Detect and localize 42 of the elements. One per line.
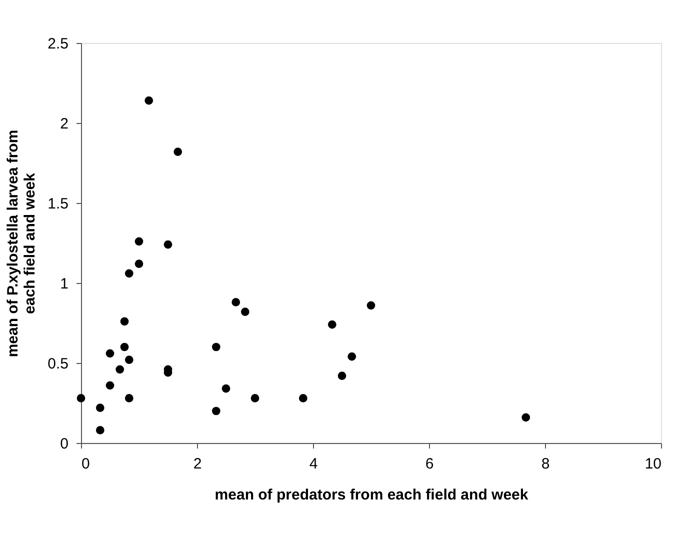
y-tick-label: 2.5 (48, 36, 68, 52)
point (328, 320, 336, 329)
y-axis-title: mean of P.xylostella larvea from each field and week (4, 130, 39, 358)
point (348, 352, 356, 361)
point (124, 269, 134, 278)
point (134, 237, 144, 246)
point (232, 298, 240, 306)
point (212, 406, 220, 416)
x-tick-label: 4 (309, 456, 318, 472)
point (222, 384, 230, 393)
point (120, 342, 129, 352)
point (240, 308, 250, 316)
point (174, 148, 182, 156)
point (124, 356, 134, 364)
x-tick-label: 6 (425, 456, 434, 472)
point (522, 413, 530, 422)
point (96, 426, 104, 434)
point (366, 301, 376, 310)
point (338, 372, 346, 380)
y-tick-label: 1 (60, 276, 68, 292)
x-tick-label: 0 (82, 456, 90, 472)
point (212, 342, 220, 352)
point (298, 394, 308, 402)
x-tick-label: 8 (541, 456, 550, 472)
point (134, 260, 144, 268)
point (120, 317, 129, 326)
point (116, 365, 124, 374)
y-tick-label: 0 (60, 436, 68, 452)
point (76, 394, 86, 402)
point (144, 96, 154, 105)
point (106, 349, 114, 358)
y-tick-label: 0.5 (48, 356, 68, 372)
point (250, 394, 260, 402)
x-tick-label: 10 (644, 456, 662, 472)
point (124, 394, 134, 402)
y-tick-label: 1.5 (48, 196, 68, 212)
point (164, 240, 172, 249)
point (96, 404, 104, 412)
x-axis-title: mean of predators from each field and week (214, 486, 529, 504)
y-tick-label: 2 (60, 116, 68, 132)
x-tick-label: 2 (193, 456, 202, 472)
point (106, 381, 114, 390)
